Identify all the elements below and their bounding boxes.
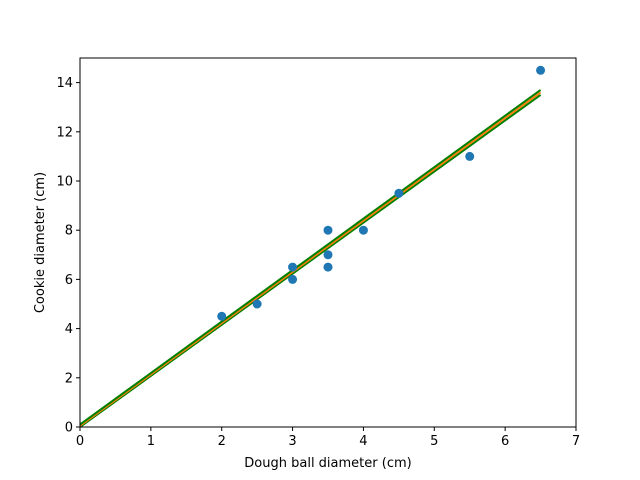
- x-axis-label: Dough ball diameter (cm): [244, 456, 411, 471]
- y-tick-label: 0: [65, 421, 73, 436]
- data-point: [465, 151, 475, 161]
- data-point: [217, 311, 227, 321]
- data-point: [288, 274, 298, 284]
- data-point: [536, 65, 546, 75]
- y-tick-label: 10: [56, 175, 73, 190]
- data-point: [358, 225, 368, 235]
- fit-line-1: [80, 94, 542, 427]
- x-tick-label: 1: [147, 434, 155, 449]
- y-axis-label: Cookie diameter (cm): [33, 172, 48, 313]
- data-point: [288, 262, 298, 272]
- y-tick-label: 8: [65, 224, 73, 239]
- x-tick-label: 6: [501, 434, 509, 449]
- data-point: [323, 262, 333, 272]
- data-point: [394, 188, 404, 198]
- x-tick-label: 5: [430, 434, 438, 449]
- y-tick-label: 12: [56, 125, 73, 140]
- data-point: [252, 299, 262, 309]
- x-tick-label: 0: [76, 434, 84, 449]
- x-tick-label: 7: [572, 434, 580, 449]
- y-tick-label: 14: [56, 76, 73, 91]
- plot-area-frame: [79, 57, 577, 428]
- fit-lines: [80, 89, 542, 427]
- data-points: [217, 65, 546, 321]
- data-point: [323, 225, 333, 235]
- y-axis-ticks: 0 2 4 6 8 10 12 14: [56, 76, 80, 436]
- x-tick-label: 4: [359, 434, 367, 449]
- y-tick-label: 2: [65, 371, 73, 386]
- fit-line-3: [80, 89, 542, 426]
- x-tick-label: 2: [218, 434, 226, 449]
- fit-line-2: [80, 91, 542, 427]
- y-tick-label: 4: [65, 322, 73, 337]
- x-axis-ticks: 0 1 2 3 4 5 6 7: [76, 427, 580, 449]
- data-point: [323, 250, 333, 260]
- x-tick-label: 3: [288, 434, 296, 449]
- y-tick-label: 6: [65, 273, 73, 288]
